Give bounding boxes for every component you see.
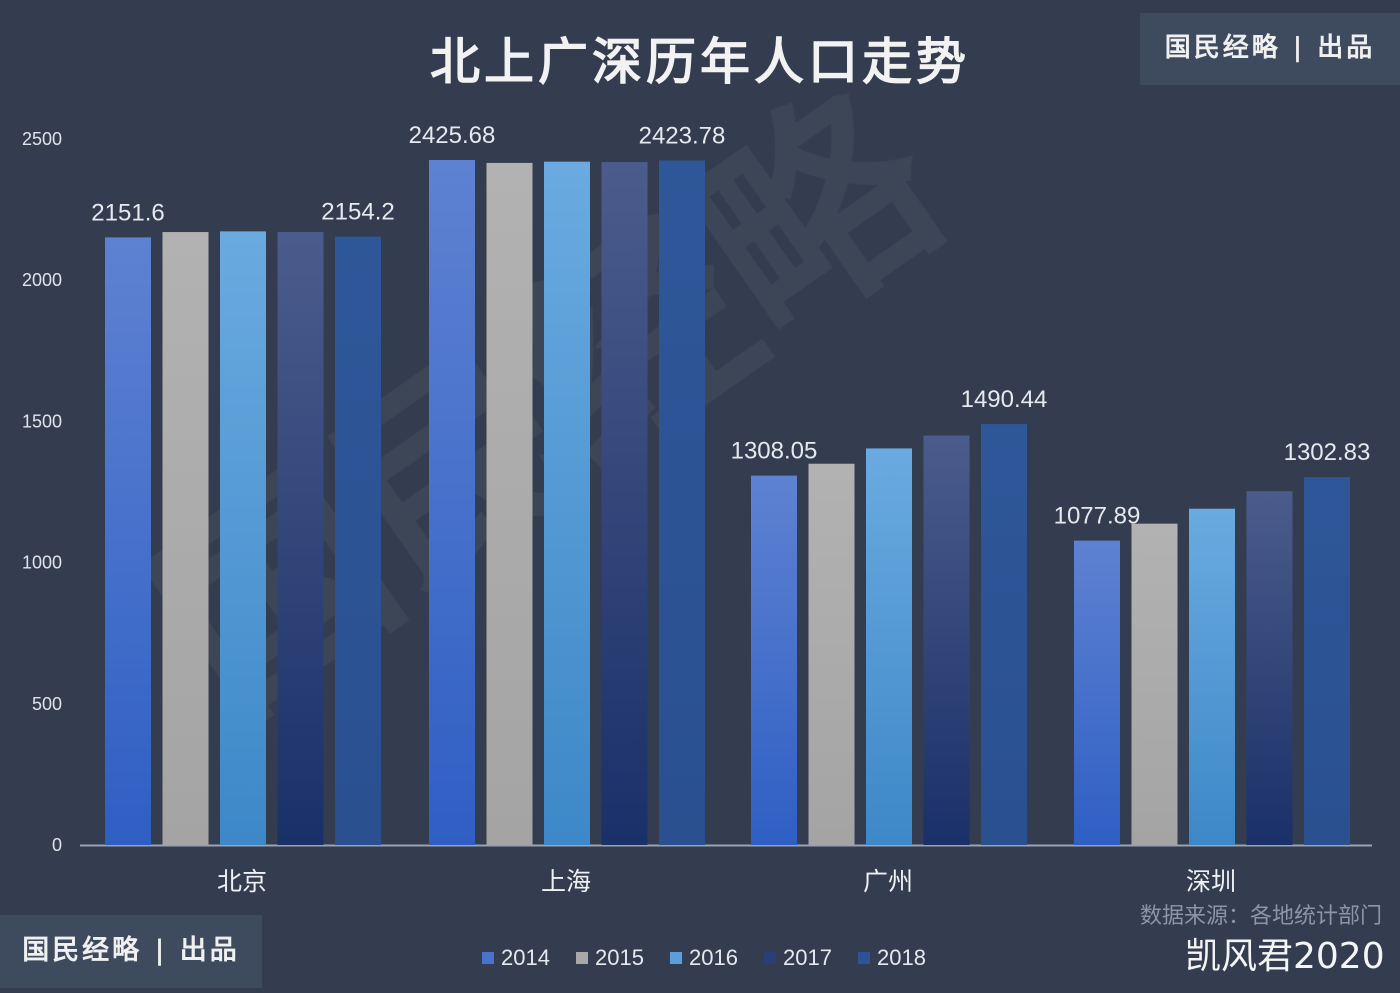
x-tick-label: 深圳 (1186, 867, 1236, 896)
bar-2015-广州 (808, 463, 855, 845)
y-tick-label: 1000 (22, 553, 62, 573)
bar-2017-广州 (923, 435, 970, 845)
source-note: 数据来源：各地统计部门 (1140, 904, 1383, 929)
legend-swatch-2017 (764, 952, 776, 964)
bar-2017-上海 (601, 162, 648, 846)
legend-swatch-2014 (482, 952, 494, 964)
chart-title: 北上广深历年人口走势 (430, 33, 970, 91)
bar-2015-上海 (486, 162, 533, 846)
bar-2018-深圳 (1304, 477, 1350, 845)
legend-swatch-2016 (670, 952, 682, 964)
data-label: 1308.05 (731, 438, 818, 465)
legend-swatch-2015 (576, 952, 588, 964)
data-label: 2154.2 (321, 199, 394, 226)
bar-2018-北京 (335, 236, 381, 845)
data-label: 1302.83 (1284, 439, 1371, 466)
data-label: 2423.78 (639, 123, 726, 150)
bar-2014-广州 (751, 475, 797, 845)
bar-2018-上海 (659, 160, 705, 845)
legend-label: 2014 (501, 945, 550, 970)
brand-logo-bottom: 国民经略 | 出品 (0, 915, 262, 988)
bar-2014-深圳 (1074, 540, 1120, 845)
x-tick-label: 广州 (863, 867, 913, 896)
data-label: 1490.44 (961, 386, 1048, 413)
legend-label: 2015 (595, 945, 644, 970)
data-label: 1077.89 (1054, 503, 1141, 530)
bar-2016-深圳 (1189, 508, 1235, 845)
weibo-watermark: 凯风君2020 (1185, 936, 1385, 977)
y-tick-label: 500 (32, 694, 62, 714)
y-tick-label: 1500 (22, 411, 62, 431)
bar-2016-北京 (220, 231, 266, 845)
legend-label: 2018 (877, 945, 926, 970)
bar-2015-北京 (162, 232, 209, 846)
bar-2017-北京 (277, 231, 324, 845)
y-tick-label: 0 (52, 835, 62, 855)
y-tick-label: 2000 (22, 270, 62, 290)
legend-label: 2016 (689, 945, 738, 970)
x-tick-label: 上海 (541, 867, 591, 896)
bar-2017-深圳 (1246, 491, 1293, 845)
bar-2016-上海 (544, 161, 590, 845)
y-tick-label: 2500 (22, 129, 62, 149)
x-tick-label: 北京 (217, 867, 267, 896)
legend-swatch-2018 (858, 952, 870, 964)
data-label: 2151.6 (91, 199, 164, 226)
bar-2014-上海 (429, 159, 475, 845)
data-label: 2425.68 (409, 122, 496, 149)
bar-2016-广州 (866, 448, 912, 845)
bar-2018-广州 (981, 424, 1027, 845)
legend-label: 2017 (783, 945, 832, 970)
bar-2014-北京 (105, 237, 151, 845)
brand-logo-top: 国民经略 | 出品 (1140, 13, 1400, 85)
bar-2015-深圳 (1131, 523, 1178, 845)
